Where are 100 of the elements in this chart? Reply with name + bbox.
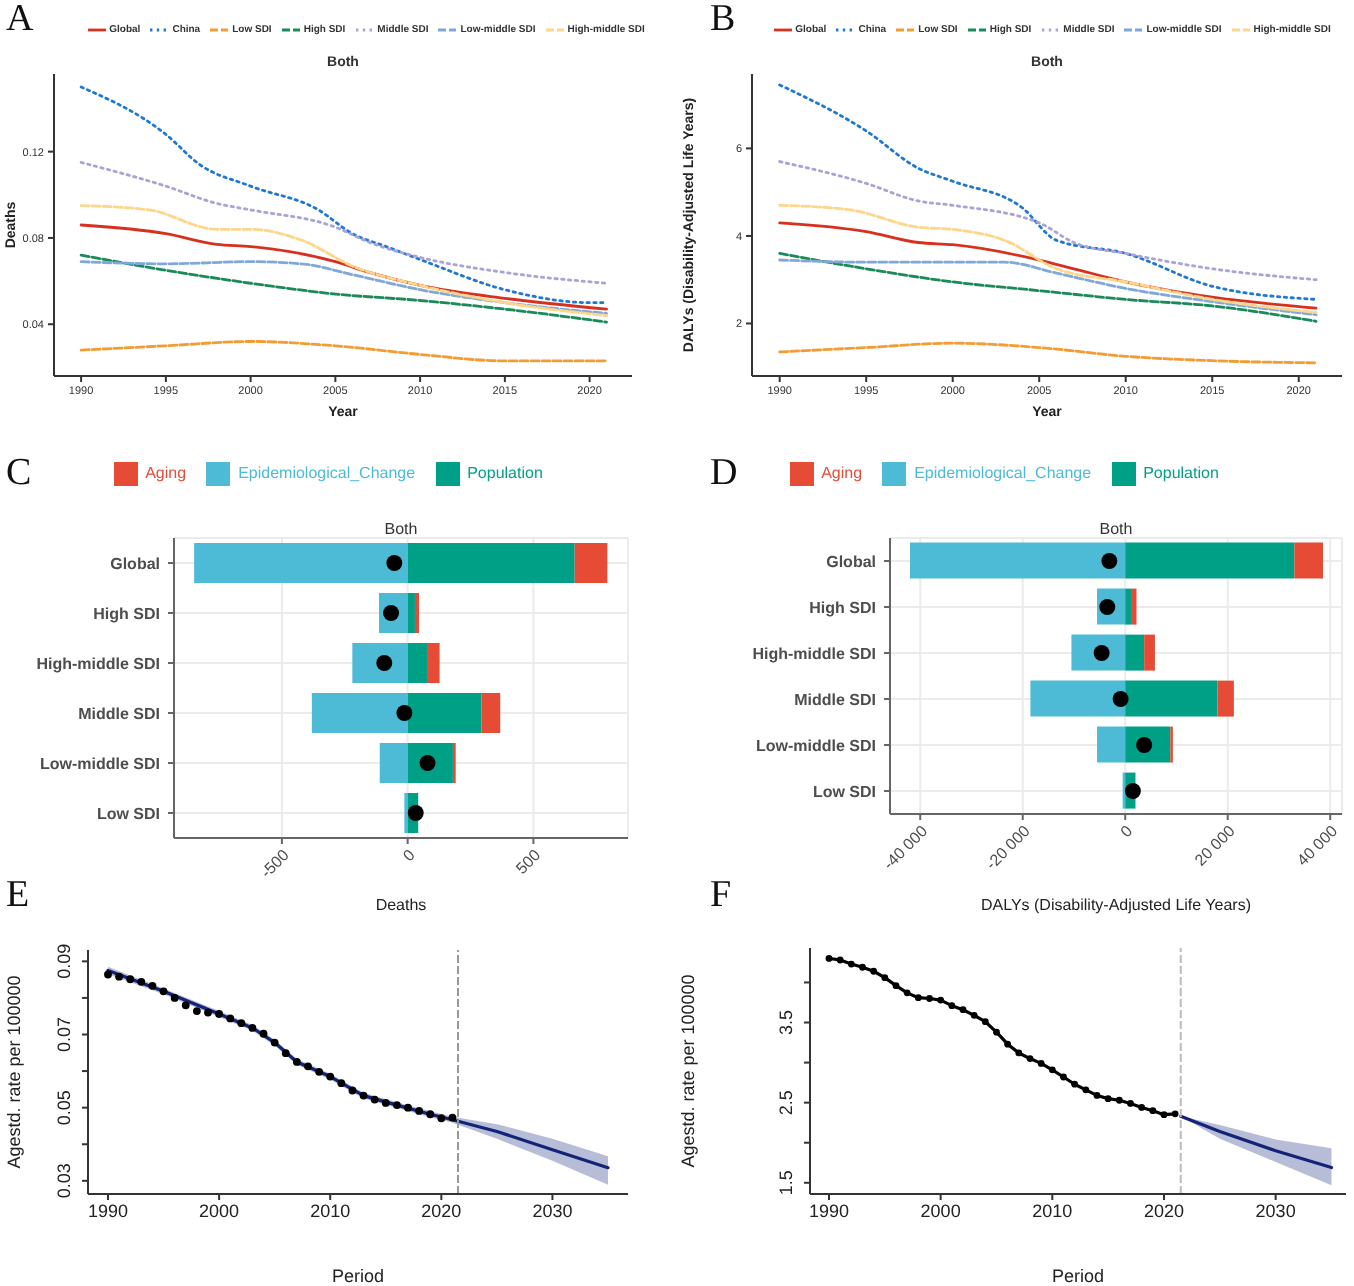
x-tick-label: 40 000 (1293, 821, 1342, 870)
point (159, 987, 168, 996)
x-tick-label: 0 (1117, 821, 1137, 842)
y-tick-label: Middle SDI (794, 691, 876, 709)
bar (379, 743, 408, 783)
point (937, 996, 945, 1004)
legend-label: Epidemiological_Change (238, 464, 416, 483)
point (396, 705, 413, 721)
x-tick-label: 2030 (532, 1200, 573, 1221)
point (1160, 1111, 1168, 1119)
point (892, 982, 900, 990)
point (914, 994, 922, 1002)
text: B (710, 0, 736, 40)
point (437, 1114, 446, 1123)
legend-label: Aging (821, 464, 863, 483)
point (137, 977, 146, 986)
point (1112, 691, 1129, 707)
point (970, 1011, 978, 1019)
point (204, 1008, 212, 1017)
point (248, 1024, 257, 1032)
x-tick-label: 2000 (920, 1200, 961, 1221)
line-series (79, 204, 608, 317)
point (215, 1010, 224, 1018)
point (337, 1079, 346, 1088)
point (993, 1028, 1000, 1036)
legend-label: Aging (145, 464, 187, 483)
bar (407, 593, 415, 633)
point (304, 1062, 312, 1071)
point (192, 1007, 201, 1015)
point (281, 1049, 290, 1058)
point (1138, 1104, 1146, 1111)
y-axis-title: Agestd. rate per 100000 (4, 975, 25, 1169)
line-series (778, 221, 1318, 310)
point (959, 1006, 967, 1014)
x-axis-title: DALYs (Disability-Adjusted Life Years) (980, 896, 1252, 914)
line-series (778, 341, 1318, 365)
bar (427, 643, 440, 683)
bar (407, 693, 482, 733)
y-tick-label: High-middle SDI (752, 645, 876, 663)
point (1071, 1080, 1079, 1088)
y-tick-label: Low-middle SDI (756, 737, 876, 755)
point (348, 1086, 357, 1095)
line-series (778, 203, 1318, 314)
line-series (79, 161, 608, 285)
x-tick-label: -500 (257, 845, 294, 882)
point (1093, 1092, 1101, 1099)
text: E (6, 874, 30, 916)
point (148, 981, 157, 990)
text: F (710, 874, 732, 916)
point (381, 1099, 390, 1107)
y-tick-label: Low SDI (96, 805, 160, 823)
point (270, 1038, 279, 1047)
point (259, 1029, 268, 1038)
point (1082, 1086, 1090, 1094)
point (1004, 1040, 1012, 1048)
point (1149, 1107, 1157, 1115)
x-tick-label: 2000 (199, 1200, 240, 1221)
point (404, 1103, 412, 1112)
y-tick-label: Global (110, 555, 160, 573)
line-series (79, 340, 608, 363)
y-tick-label: 3.5 (776, 1010, 796, 1036)
bar (311, 693, 408, 733)
point (881, 974, 889, 982)
point (407, 805, 424, 821)
point (926, 995, 933, 1002)
y-tick-label: High SDI (809, 599, 876, 617)
x-tick-label: 2010 (310, 1200, 351, 1221)
x-tick-label: 1990 (87, 1200, 129, 1221)
y-tick-label: Global (826, 553, 876, 571)
point (1101, 553, 1118, 569)
point (115, 972, 124, 981)
x-tick-label: 2010 (1032, 1200, 1073, 1221)
point (870, 967, 878, 975)
point (315, 1067, 324, 1076)
bar (481, 693, 501, 733)
point (104, 970, 112, 979)
point (170, 994, 179, 1002)
line-series (778, 160, 1318, 282)
bar (574, 543, 608, 583)
x-tick-label: 2020 (1143, 1200, 1185, 1221)
point (847, 960, 855, 968)
text: C (6, 452, 32, 494)
y-tick-label: High SDI (93, 605, 160, 623)
point (981, 1018, 989, 1026)
point (1015, 1049, 1023, 1057)
line-series (79, 85, 608, 305)
point (1026, 1055, 1034, 1062)
point (448, 1113, 457, 1122)
x-tick-label: 2030 (1255, 1200, 1296, 1221)
legend-label: Population (1143, 464, 1219, 483)
point (326, 1072, 335, 1081)
point (386, 555, 403, 571)
point (948, 1002, 956, 1010)
point (1124, 783, 1141, 799)
x-tick-label: 500 (512, 845, 546, 878)
y-tick-label: 0.03 (54, 1163, 74, 1199)
text: A (6, 0, 34, 40)
point (226, 1014, 235, 1023)
point (1060, 1073, 1067, 1081)
point (126, 975, 135, 984)
